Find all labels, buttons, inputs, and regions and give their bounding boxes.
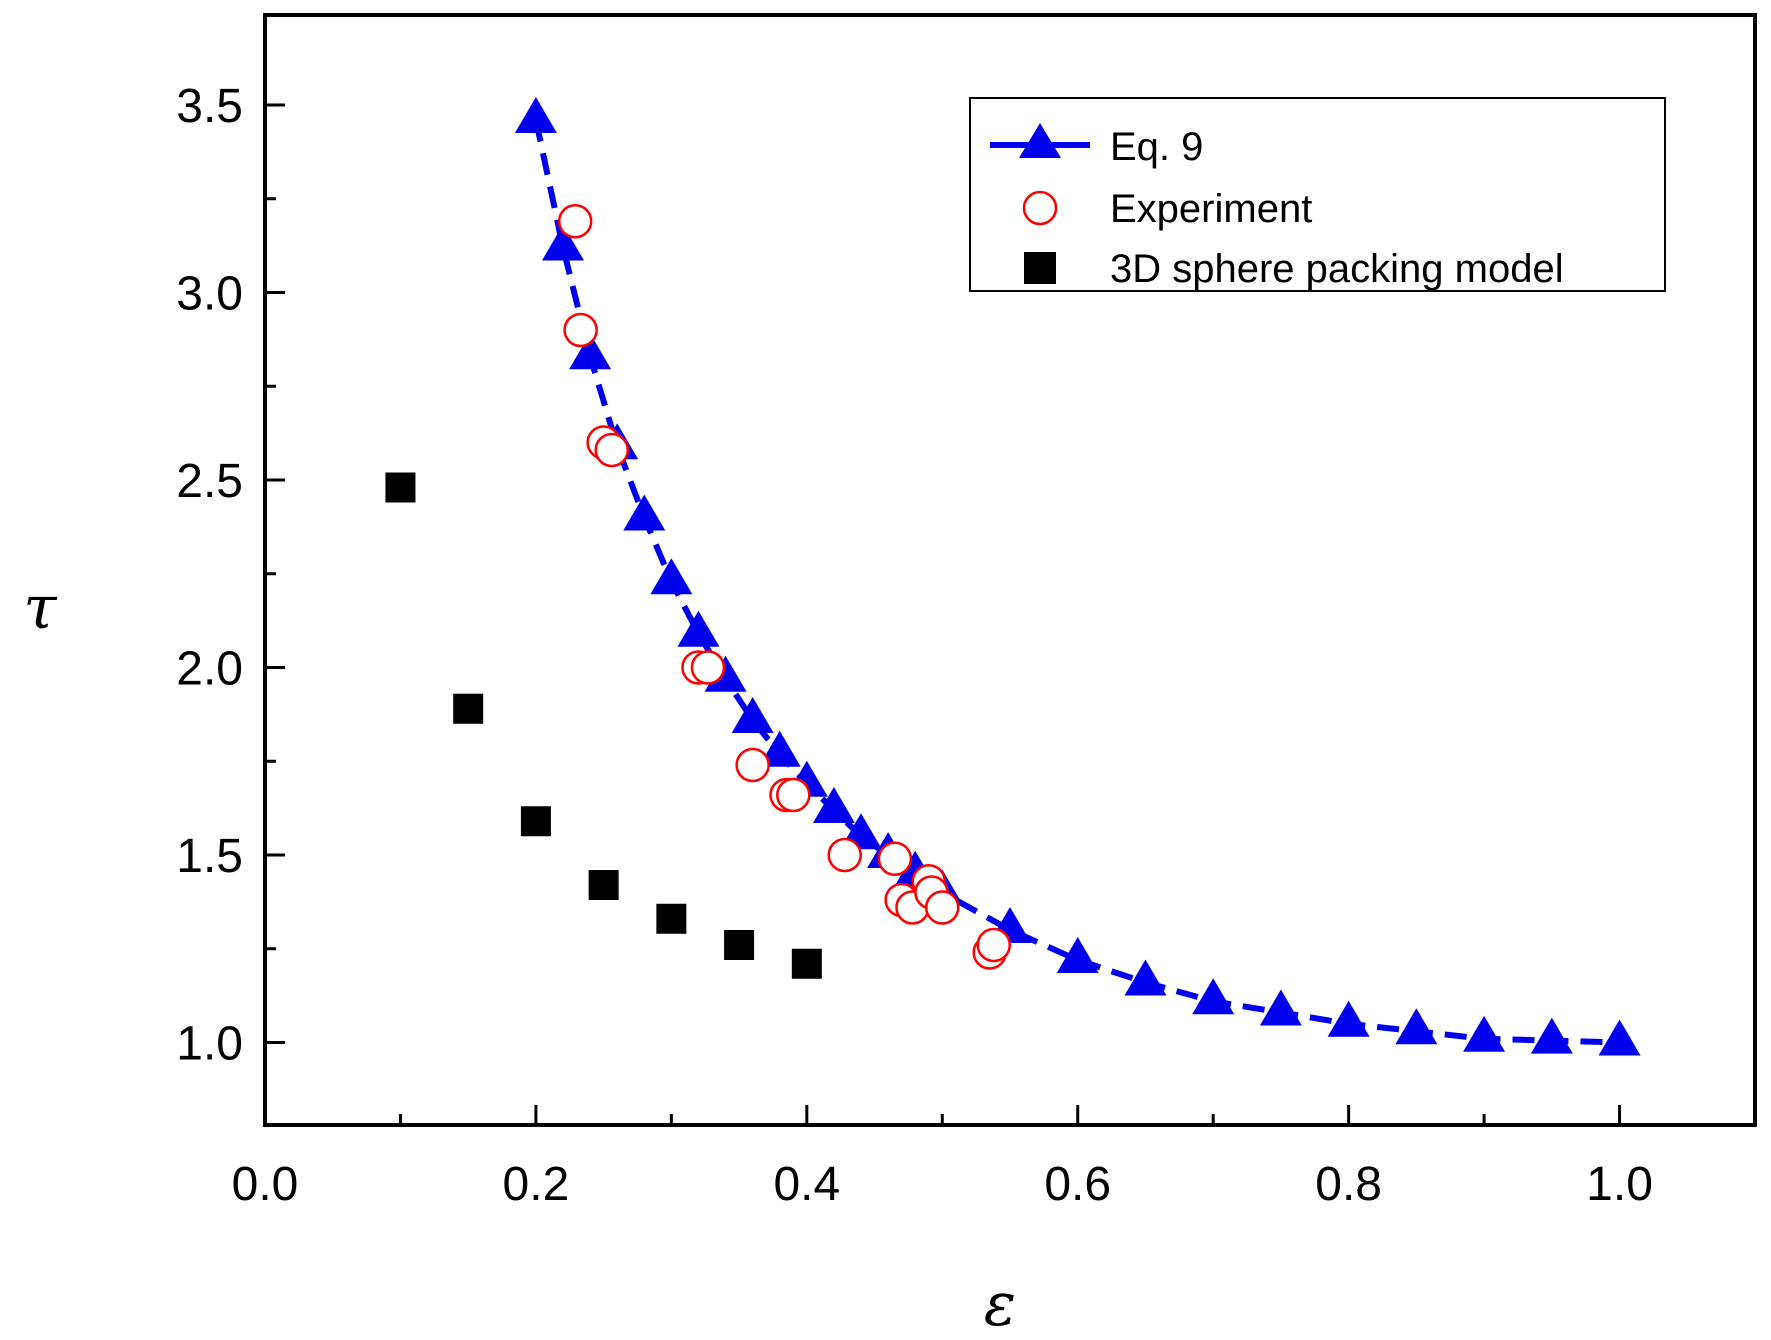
sphere-packing-point <box>656 903 687 934</box>
experiment-point <box>563 312 598 348</box>
eq9-series <box>514 97 1641 1056</box>
y-tick-label: 2.5 <box>176 455 243 508</box>
experiment-point <box>776 777 811 813</box>
eq9-point <box>1463 1015 1506 1052</box>
experiment-point <box>827 837 862 873</box>
x-tick-label: 0.8 <box>1315 1158 1382 1211</box>
sphere-packing-point <box>520 806 551 837</box>
eq9-point <box>1598 1019 1641 1056</box>
x-tick-label: 1.0 <box>1586 1158 1653 1211</box>
eq9-point <box>1530 1017 1573 1054</box>
eq9-point <box>1327 1000 1370 1037</box>
eq9-point <box>514 97 557 133</box>
x-tick-label: 0.2 <box>503 1158 570 1211</box>
sphere-packing-point <box>791 948 822 979</box>
eq9-point <box>1124 959 1167 996</box>
legend-box <box>969 97 1666 292</box>
y-tick-label: 1.0 <box>176 1018 243 1071</box>
plot-frame <box>263 13 1757 1127</box>
y-axis-title: τ <box>23 573 57 643</box>
y-tick-label: 3.0 <box>176 268 243 321</box>
y-tick-label: 3.5 <box>176 80 243 133</box>
experiment-point <box>594 432 630 468</box>
legend-eq9-marker <box>1019 123 1061 158</box>
legend: Eq. 9 Experiment 3D sphere packing model <box>969 97 1666 292</box>
x-tick-label: 0.0 <box>232 1158 299 1211</box>
eq9-point <box>1259 989 1302 1026</box>
eq9-point <box>623 494 666 531</box>
eq9-point <box>812 787 855 823</box>
sphere-packing-series <box>385 472 822 979</box>
sphere-packing-point <box>453 693 484 724</box>
x-tick-label: 0.4 <box>773 1158 840 1211</box>
eq9-point <box>1056 937 1099 973</box>
y-tick-label: 1.5 <box>176 830 243 883</box>
eq9-point <box>542 224 584 261</box>
axis-ticks <box>263 103 1622 1125</box>
eq9-point <box>758 730 801 767</box>
x-tick-label: 0.6 <box>1044 1158 1111 1211</box>
sphere-packing-point <box>385 472 416 503</box>
legend-sphere-marker <box>1024 252 1056 284</box>
experiment-point <box>877 841 913 876</box>
x-axis-title: ε <box>984 1270 1016 1340</box>
experiment-point <box>690 650 726 685</box>
experiment-point <box>557 204 593 239</box>
eq9-point <box>650 558 693 595</box>
eq9-point <box>677 610 720 647</box>
eq9-point <box>569 333 612 370</box>
legend-experiment-marker <box>1022 190 1058 226</box>
experiment-point <box>925 890 960 925</box>
sphere-packing-point <box>724 930 755 960</box>
eq9-point <box>1192 978 1235 1015</box>
eq9-point <box>1395 1008 1438 1045</box>
sphere-packing-point <box>588 870 619 900</box>
legend-sphere-label: 3D sphere packing model <box>1110 247 1564 291</box>
tick-labels: 0.0 0.2 0.4 0.6 0.8 1.0 1.0 1.5 2.0 2.5 3.0 3.5 <box>176 80 1653 1211</box>
legend-eq9-label: Eq. 9 <box>1110 125 1203 169</box>
experiment-point <box>735 747 770 783</box>
legend-experiment-label: Experiment <box>1110 187 1312 231</box>
experiment-point <box>976 927 1011 963</box>
experiment-series <box>557 204 1011 970</box>
y-tick-label: 2.0 <box>176 643 243 696</box>
eq9-point <box>731 697 774 733</box>
